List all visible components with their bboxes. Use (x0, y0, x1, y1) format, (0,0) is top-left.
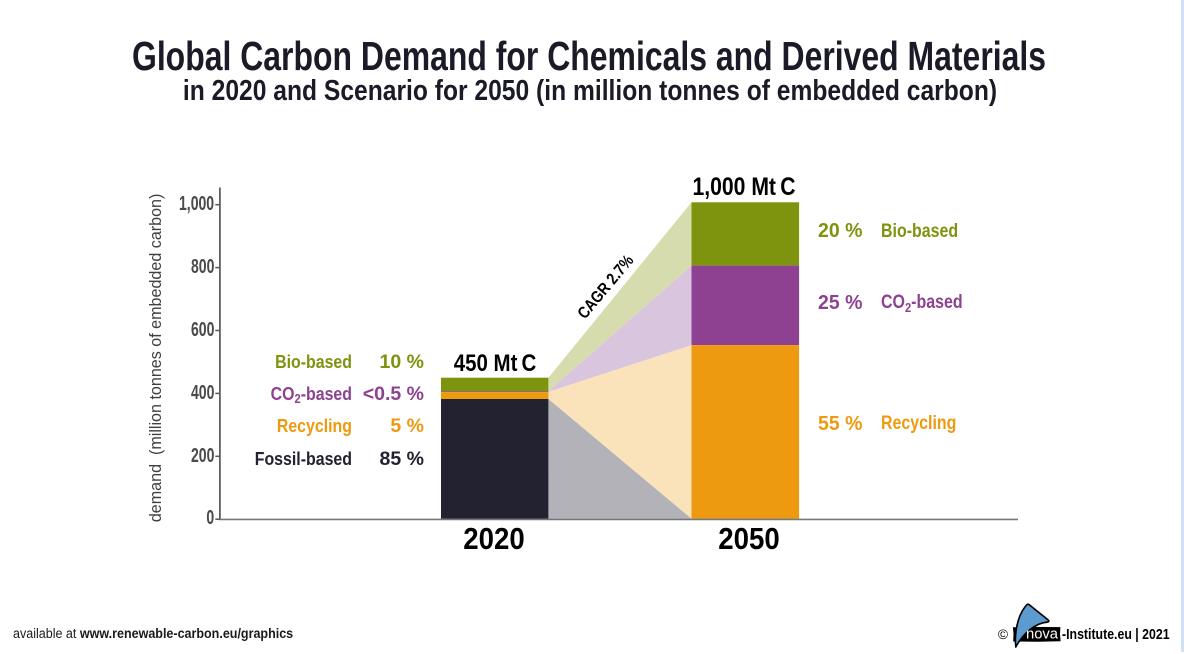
svg-text:nova: nova (1026, 627, 1059, 643)
